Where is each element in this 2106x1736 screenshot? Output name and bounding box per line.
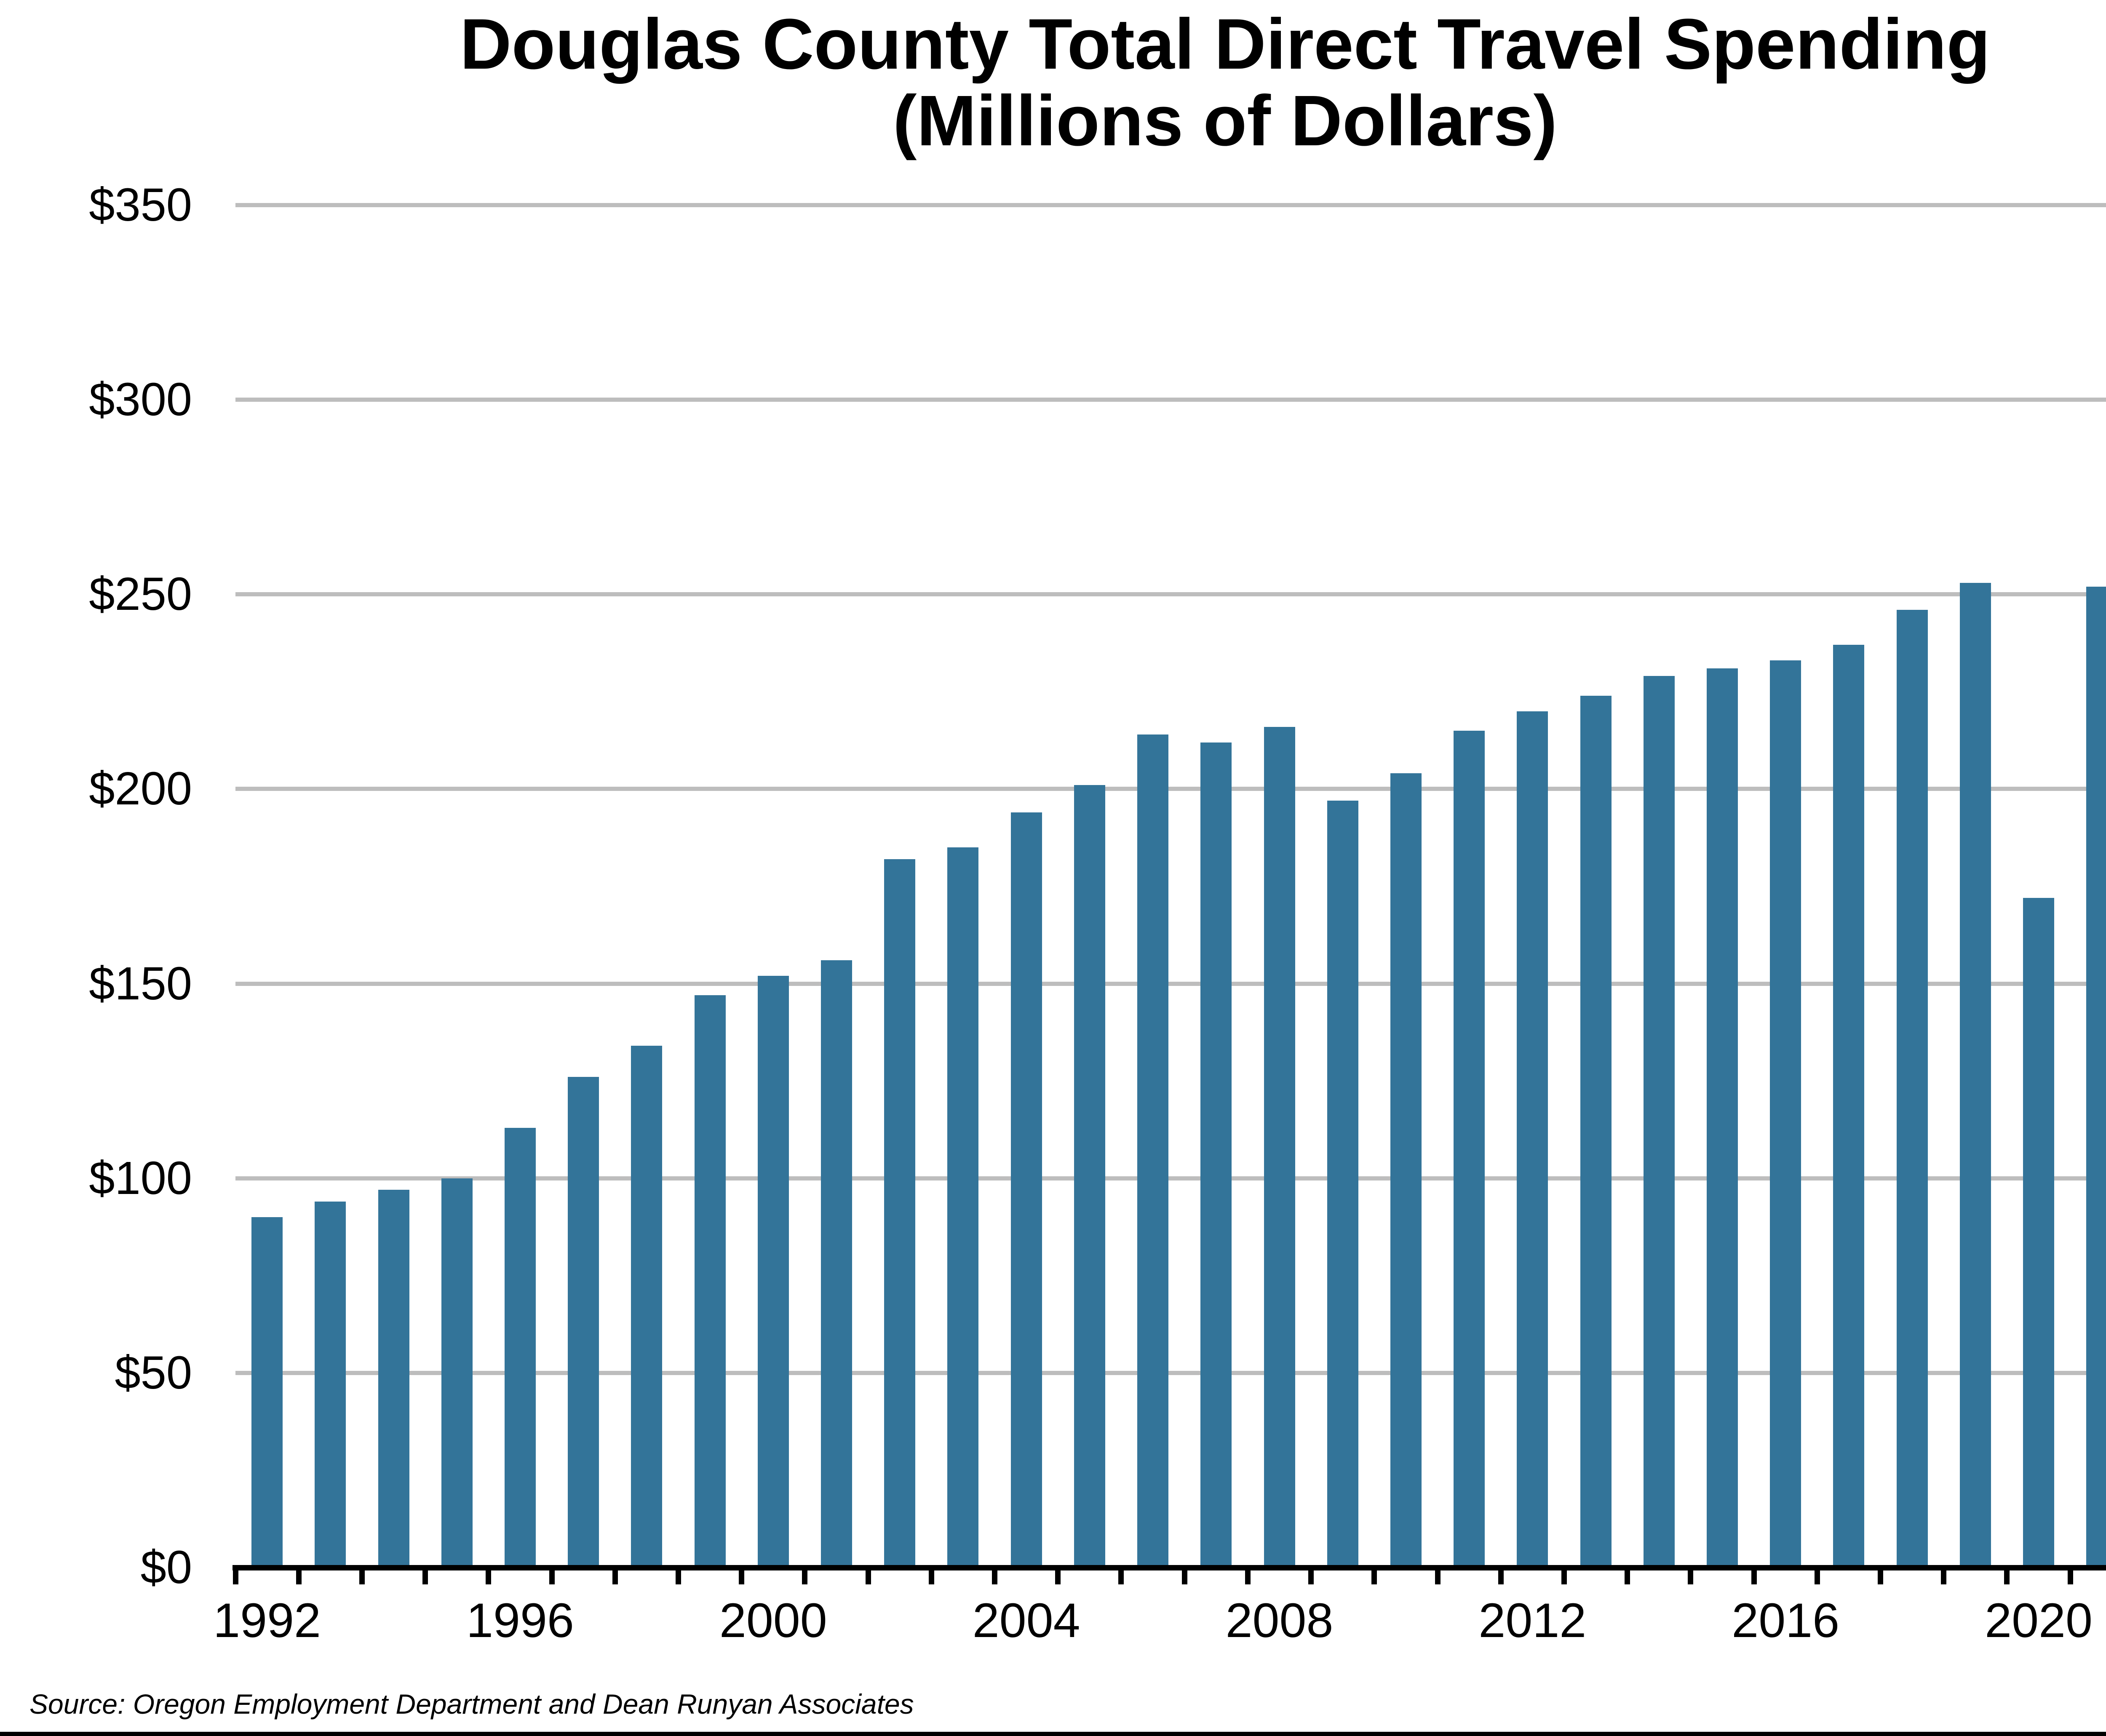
x-axis-line [233, 1565, 2106, 1570]
bar-1992 [251, 1217, 283, 1565]
bar-1994 [378, 1190, 409, 1565]
x-axis-tick-0 [233, 1565, 238, 1584]
x-axis-label-2000: 2000 [719, 1594, 827, 1648]
x-axis-label-2012: 2012 [1478, 1594, 1587, 1648]
bar-1993 [315, 1202, 346, 1565]
x-axis-tick-18 [1371, 1565, 1377, 1584]
x-axis-tick-25 [1814, 1565, 1820, 1584]
x-axis-tick-12 [992, 1565, 998, 1584]
bar-2007 [1200, 742, 1232, 1565]
x-axis-tick-22 [1625, 1565, 1630, 1584]
gridline-100 [235, 1176, 2106, 1180]
y-axis-label-250: $250 [89, 568, 192, 620]
bar-1998 [631, 1046, 663, 1565]
x-axis-tick-28 [2004, 1565, 2010, 1584]
x-axis-tick-17 [1308, 1565, 1314, 1584]
x-axis-tick-26 [1878, 1565, 1883, 1584]
x-axis-tick-7 [675, 1565, 681, 1584]
x-axis-tick-19 [1435, 1565, 1441, 1584]
x-axis-tick-15 [1181, 1565, 1187, 1584]
x-axis-tick-8 [739, 1565, 745, 1584]
bar-2001 [821, 960, 852, 1565]
bar-2002 [884, 859, 916, 1565]
chart-title-line2: (Millions of Dollars) [893, 81, 1558, 161]
y-axis-label-100: $100 [89, 1152, 192, 1204]
gridline-300 [235, 398, 2106, 402]
x-axis-tick-16 [1245, 1565, 1251, 1584]
x-axis-tick-3 [422, 1565, 428, 1584]
bar-1996 [504, 1127, 536, 1565]
y-axis-label-300: $300 [89, 374, 192, 426]
bar-2013 [1580, 695, 1612, 1565]
gridline-200 [235, 787, 2106, 791]
bar-2012 [1517, 711, 1548, 1565]
bar-2006 [1137, 734, 1169, 1565]
bar-2020 [2023, 898, 2055, 1565]
x-axis-label-2004: 2004 [972, 1594, 1080, 1648]
bar-2021 [2086, 586, 2106, 1565]
bar-2019 [1959, 582, 1991, 1565]
bar-1995 [441, 1178, 473, 1565]
gridline-50 [235, 1370, 2106, 1375]
x-axis-tick-14 [1118, 1565, 1124, 1584]
x-axis-tick-23 [1688, 1565, 1694, 1584]
x-axis-tick-20 [1498, 1565, 1504, 1584]
x-axis-tick-24 [1751, 1565, 1757, 1584]
x-axis-tick-29 [2067, 1565, 2073, 1584]
x-axis-tick-2 [359, 1565, 365, 1584]
y-axis-label-350: $350 [89, 179, 192, 231]
y-axis-label-150: $150 [89, 957, 192, 1010]
x-axis-tick-1 [296, 1565, 302, 1584]
bar-2016 [1770, 660, 1801, 1565]
bar-2005 [1074, 785, 1105, 1565]
bar-2015 [1706, 668, 1738, 1565]
bar-2009 [1327, 801, 1358, 1565]
bar-2011 [1454, 730, 1485, 1565]
x-axis-label-1996: 1996 [466, 1594, 574, 1648]
bar-2004 [1010, 812, 1042, 1565]
x-axis-label-2016: 2016 [1732, 1594, 1840, 1648]
bar-2003 [947, 847, 979, 1565]
bar-1997 [568, 1077, 599, 1565]
x-axis-tick-11 [928, 1565, 934, 1584]
x-axis-tick-21 [1561, 1565, 1567, 1584]
x-axis-tick-9 [802, 1565, 808, 1584]
x-axis-label-2008: 2008 [1225, 1594, 1334, 1648]
bar-2014 [1643, 676, 1675, 1565]
x-axis-tick-4 [486, 1565, 492, 1584]
source-note: Source: Oregon Employment Department and… [29, 1688, 914, 1720]
x-axis-tick-13 [1055, 1565, 1061, 1584]
bar-2000 [757, 976, 789, 1565]
y-axis-label-50: $50 [115, 1346, 192, 1399]
gridline-350 [235, 203, 2106, 207]
chart-title: Douglas County Total Direct Travel Spend… [55, 6, 2106, 159]
bar-2017 [1833, 645, 1865, 1565]
bar-2008 [1264, 726, 1295, 1565]
y-axis-label-0: $0 [140, 1541, 192, 1593]
x-axis-label-1992: 1992 [213, 1594, 321, 1648]
gridline-150 [235, 981, 2106, 986]
x-axis-tick-27 [1941, 1565, 1947, 1584]
y-axis-label-200: $200 [89, 763, 192, 815]
x-axis-tick-10 [865, 1565, 871, 1584]
bottom-border-line [0, 1732, 2106, 1736]
bar-1999 [694, 995, 726, 1565]
gridline-250 [235, 592, 2106, 597]
x-axis-label-2020: 2020 [1985, 1594, 2093, 1648]
chart-title-line1: Douglas County Total Direct Travel Spend… [460, 4, 1991, 84]
bar-2010 [1390, 773, 1422, 1565]
x-axis-tick-6 [612, 1565, 618, 1584]
x-axis-tick-5 [549, 1565, 555, 1584]
bar-2018 [1896, 610, 1928, 1565]
